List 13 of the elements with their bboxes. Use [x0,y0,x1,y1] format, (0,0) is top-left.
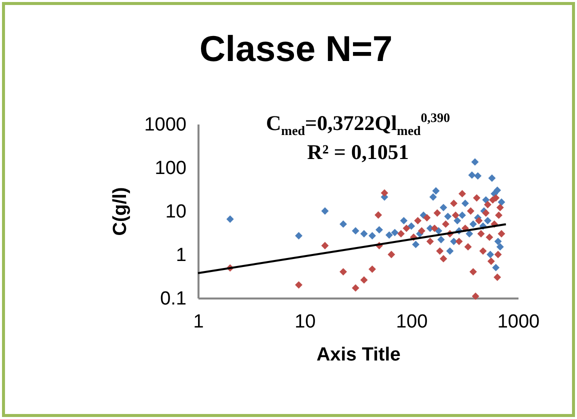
x-tick-label: 1000 [497,312,540,332]
y-tick-label: 100 [154,158,186,179]
y-axis-title: C(g/l) [110,187,132,236]
y-tick-label: 10 [165,202,186,222]
x-axis-title: Axis Title [316,344,401,366]
y-tick-label: 1 [176,245,186,266]
y-tick-label: 1000 [144,114,186,136]
x-tick-label: 100 [396,312,428,332]
x-tick-label: 10 [294,312,316,332]
annotation: R² = 0,1051 [307,140,409,165]
x-tick-label: 1 [193,312,204,332]
y-tick-label: 0.1 [160,288,186,310]
chart-title: Classe N=7 [199,28,393,69]
